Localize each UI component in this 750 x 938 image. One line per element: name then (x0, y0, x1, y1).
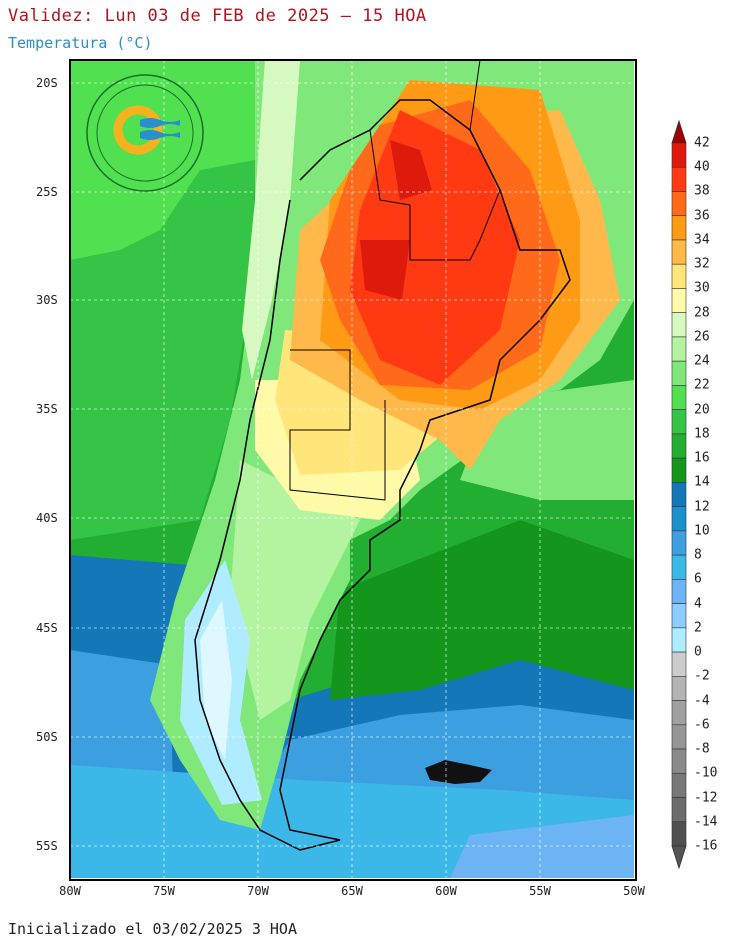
colorbar-box (671, 433, 687, 459)
colorbar-label: 10 (694, 523, 710, 539)
colorbar-box (671, 457, 687, 483)
lon-label: 75W (153, 884, 175, 898)
colorbar-box (671, 530, 687, 556)
colorbar-box (671, 385, 687, 410)
southeast-cold (450, 815, 634, 878)
lon-label: 80W (59, 884, 81, 898)
colorbar-label: 14 (694, 474, 710, 490)
colorbar-box (671, 288, 687, 313)
colorbar-label: 36 (694, 208, 710, 224)
colorbar-label: 32 (694, 256, 710, 272)
colorbar-label: -16 (694, 838, 718, 854)
colorbar-label: 18 (694, 426, 710, 442)
colorbar-label: 40 (694, 159, 710, 175)
validity-title: Validez: Lun 03 de FEB de 2025 — 15 HOA (8, 6, 427, 26)
pacific-warmer (70, 60, 260, 260)
lat-label: 40S (36, 511, 58, 525)
falkland-islands (425, 760, 492, 784)
colorbar-box (671, 579, 687, 604)
colorbar-label: 12 (694, 499, 710, 515)
lat-label: 50S (36, 730, 58, 744)
colorbar-box (671, 748, 687, 774)
colorbar-box (671, 676, 687, 701)
colorbar-box (671, 797, 687, 823)
colorbar-label: 0 (694, 644, 702, 660)
colorbar-bottom-arrow (671, 845, 687, 870)
colorbar (671, 119, 687, 870)
province-borders (289, 349, 386, 501)
argentina-border (194, 99, 571, 851)
lat-label: 30S (36, 293, 58, 307)
colorbar-box (671, 239, 687, 265)
lat-label: 35S (36, 402, 58, 416)
andes-snow (200, 600, 232, 760)
colorbar-box (671, 506, 687, 532)
atlantic-band (330, 520, 634, 700)
colorbar-box (671, 312, 687, 338)
lat-label: 55S (36, 839, 58, 853)
lon-label: 70W (247, 884, 269, 898)
colorbar-box (671, 651, 687, 677)
colorbar-box (671, 603, 687, 629)
colorbar-label: 42 (694, 135, 710, 151)
lat-label: 20S (36, 76, 58, 90)
colorbar-label: 2 (694, 620, 702, 636)
init-time: Inicializado el 03/02/2025 3 HOA (8, 920, 297, 938)
lon-label: 55W (529, 884, 551, 898)
lon-label: 60W (435, 884, 457, 898)
logo-waves-icon (140, 118, 180, 140)
colorbar-box (671, 821, 687, 847)
colorbar-label: 22 (694, 377, 710, 393)
variable-subtitle: Temperatura (°C) (8, 34, 153, 52)
colorbar-label: 6 (694, 571, 702, 587)
colorbar-label: 38 (694, 183, 710, 199)
colorbar-box (671, 360, 687, 386)
colorbar-label: -6 (694, 717, 710, 733)
colorbar-label: 20 (694, 402, 710, 418)
red-40 (350, 110, 520, 385)
colorbar-box (671, 700, 687, 726)
colorbar-label: 4 (694, 596, 702, 612)
colorbar-label: 16 (694, 450, 710, 466)
colorbar-label: 24 (694, 353, 710, 369)
lat-label: 45S (36, 621, 58, 635)
colorbar-label: 8 (694, 547, 702, 563)
colorbar-label: 34 (694, 232, 710, 248)
colorbar-label: -8 (694, 741, 710, 757)
colorbar-box (671, 724, 687, 750)
colorbar-box (671, 482, 687, 507)
colorbar-box (671, 554, 687, 580)
lat-label: 25S (36, 185, 58, 199)
lon-label: 50W (623, 884, 645, 898)
smn-logo (86, 74, 204, 192)
colorbar-box (671, 772, 687, 798)
lon-label: 65W (341, 884, 363, 898)
colorbar-box (671, 142, 687, 168)
colorbar-label: -2 (694, 668, 710, 684)
colorbar-box (671, 215, 687, 241)
colorbar-label: -14 (694, 814, 718, 830)
country-borders (369, 60, 501, 261)
colorbar-box (671, 336, 687, 362)
temperature-map (70, 60, 634, 878)
red-42-b (360, 240, 410, 300)
colorbar-top-arrow (671, 119, 687, 144)
patagonia-warm (230, 460, 360, 720)
colorbar-label: -12 (694, 790, 718, 806)
colorbar-box (671, 191, 687, 217)
colorbar-box (671, 166, 687, 192)
logo-sun-icon (113, 105, 163, 155)
colorbar-label: 30 (694, 280, 710, 296)
colorbar-label: -10 (694, 765, 718, 781)
red-42-a (390, 140, 432, 200)
colorbar-box (671, 263, 687, 289)
colorbar-label: 26 (694, 329, 710, 345)
colorbar-box (671, 627, 687, 653)
colorbar-label: -4 (694, 693, 710, 709)
grid-lines (70, 60, 634, 878)
colorbar-label: 28 (694, 305, 710, 321)
colorbar-box (671, 409, 687, 435)
